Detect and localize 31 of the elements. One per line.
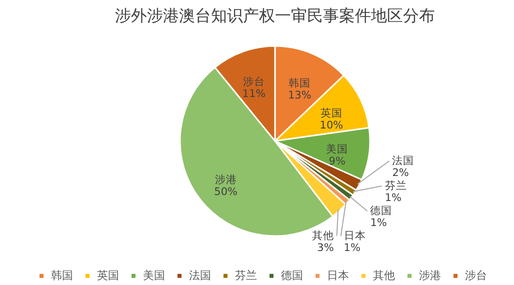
legend-label: 英国 xyxy=(97,268,119,282)
data-label: 1% xyxy=(370,217,387,229)
slice-label: 韩国 xyxy=(288,76,311,90)
data-label: 1% xyxy=(344,242,360,254)
data-label: 1% xyxy=(384,192,402,204)
data-label: 10% xyxy=(320,120,344,132)
legend-label: 日本 xyxy=(327,268,349,282)
slice-label: 日本 xyxy=(344,229,366,242)
legend-label: 芬兰 xyxy=(235,268,257,282)
legend-label: 美国 xyxy=(143,268,165,282)
slice-label: 涉港 xyxy=(214,172,237,186)
legend-label: 涉港 xyxy=(419,268,441,282)
slice-label: 涉台 xyxy=(242,74,265,88)
legend-label: 涉台 xyxy=(465,268,487,282)
legend-label: 法国 xyxy=(189,268,211,282)
data-label: 13% xyxy=(288,89,312,102)
data-label: 11% xyxy=(242,88,266,100)
chart-title: 涉外涉港澳台知识产权一审民事案件地区分布 xyxy=(115,6,435,25)
data-label: 3% xyxy=(317,242,334,254)
data-label: 50% xyxy=(214,186,238,198)
legend-label: 其他 xyxy=(373,268,395,282)
legend-label: 韩国 xyxy=(51,268,73,282)
legend-label: 德国 xyxy=(281,268,303,282)
slice-label: 法国 xyxy=(392,154,414,167)
data-label: 9% xyxy=(328,156,346,168)
slice-label: 其他 xyxy=(312,229,334,242)
slice-label: 英国 xyxy=(320,106,342,120)
slice-label: 德国 xyxy=(370,205,392,217)
slice-label: 芬兰 xyxy=(384,179,407,192)
data-label: 2% xyxy=(392,167,409,179)
slice-label: 美国 xyxy=(326,142,348,156)
